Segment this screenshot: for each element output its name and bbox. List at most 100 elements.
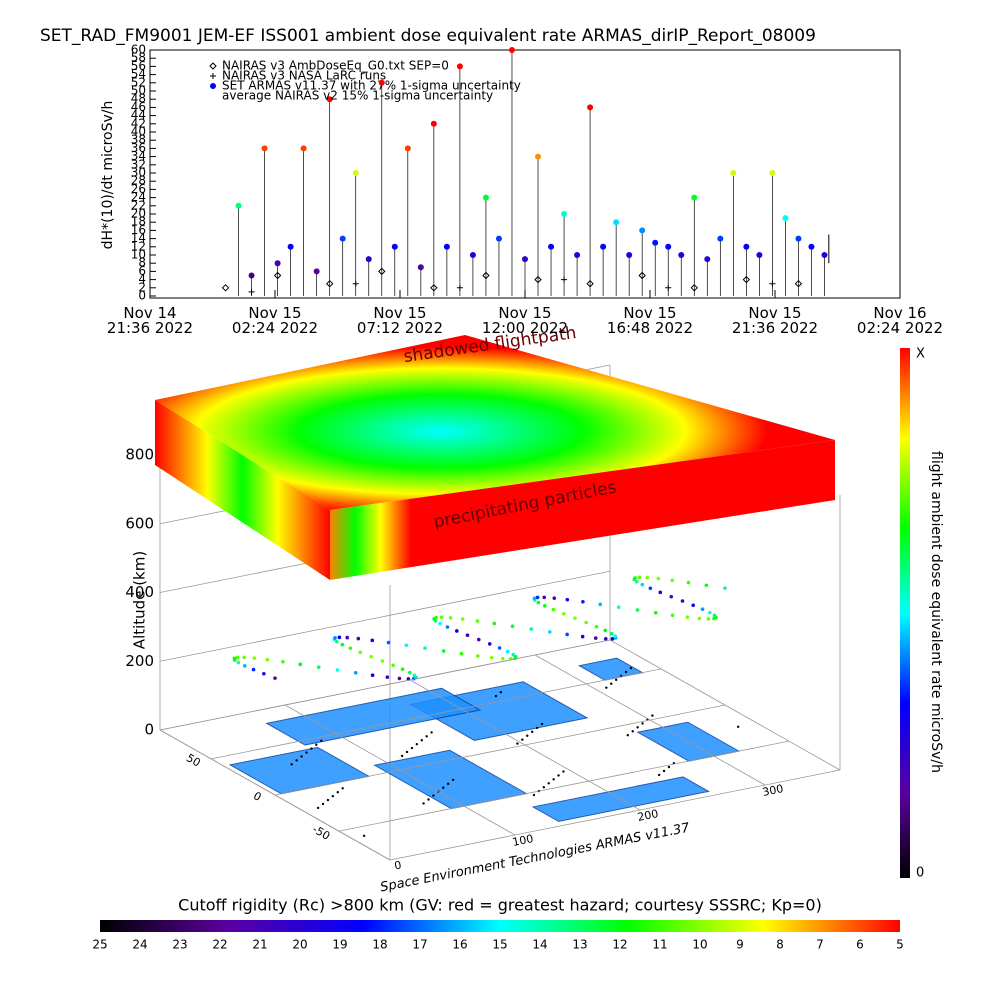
x-tick-label: 300 <box>761 782 784 799</box>
track-dot <box>626 733 630 737</box>
data-point <box>717 235 724 242</box>
y-tick-label: 14 <box>131 231 146 245</box>
track-dot <box>336 791 339 794</box>
flight-dot <box>603 637 608 641</box>
data-point <box>652 239 659 246</box>
flight-dot <box>609 631 614 636</box>
y-tick-label: 36 <box>131 141 146 155</box>
land <box>373 749 528 810</box>
colorbar-tick-label: 23 <box>172 938 187 952</box>
flight-dot <box>345 635 350 640</box>
track-dot <box>521 738 524 741</box>
flight-dot <box>669 594 674 599</box>
data-point <box>443 243 450 250</box>
colorbar-tick-label: 9 <box>736 938 744 952</box>
flight-dot <box>408 670 412 675</box>
flight-dot <box>691 603 695 608</box>
flight-dot <box>535 595 540 600</box>
flight-dot <box>232 656 237 661</box>
colorbar <box>900 348 910 878</box>
z-axis-label: Altitude (km) <box>131 551 149 649</box>
data-point <box>535 153 542 160</box>
colorbar-title: flight ambient dose equivalent rate micr… <box>928 451 944 773</box>
flight-dot <box>235 655 240 660</box>
flight-dot <box>637 575 642 580</box>
x-tick-label: Nov 15 12:00 2022 <box>481 304 569 337</box>
track-dot <box>530 730 534 734</box>
z-tick-label: 200 <box>125 652 154 670</box>
track-dot <box>532 793 536 797</box>
x-tick-label: Nov 14 21:36 2022 <box>106 304 194 337</box>
track-dot <box>432 794 435 797</box>
data-point <box>782 215 789 222</box>
data-point <box>743 243 750 250</box>
y-axis-label: dH*(10)/dt microSv/h <box>100 101 116 250</box>
track-dot <box>667 765 671 769</box>
z-tick-label: 400 <box>125 583 154 601</box>
data-point <box>561 211 568 217</box>
x-tick-label: Nov 15 07:12 2022 <box>356 304 444 337</box>
track-dot <box>420 739 423 742</box>
track-dot <box>624 670 628 674</box>
track-dot <box>535 726 539 730</box>
flight-dot <box>370 638 375 643</box>
colorbar-tick-label: 14 <box>532 938 547 952</box>
flight-dot <box>497 646 502 650</box>
data-point <box>404 145 411 152</box>
flight-dot <box>658 590 663 595</box>
flight-dot <box>648 586 653 591</box>
flight-dot <box>397 676 402 681</box>
colorbar-tick-label: 16 <box>452 938 467 952</box>
track-dot <box>415 742 419 746</box>
flight-dot <box>708 610 712 615</box>
y-tick-label: 50 <box>184 751 203 769</box>
track-dot <box>321 802 325 806</box>
track-dot <box>662 769 666 773</box>
flight-dot <box>510 624 515 629</box>
y-tick-label: 50 <box>131 84 146 98</box>
flight-dot <box>412 673 417 678</box>
flight-dot <box>353 671 358 675</box>
track-dot <box>320 739 323 742</box>
data-point <box>522 256 528 263</box>
y-tick-label: 34 <box>131 149 146 163</box>
land <box>228 746 371 795</box>
track-dot <box>362 834 366 838</box>
data-point <box>221 284 230 292</box>
flight-dot <box>475 619 480 623</box>
track-dot <box>341 787 344 790</box>
colorbar-tick-label: 12 <box>612 938 627 952</box>
slab-front <box>330 440 835 580</box>
track-dot <box>295 759 298 762</box>
y-tick-label: 52 <box>131 75 146 89</box>
flight-dot <box>536 600 541 605</box>
y-tick-label: 0 <box>251 789 264 804</box>
track-dot <box>494 694 498 698</box>
flight-dot <box>723 586 727 590</box>
track-dot <box>605 686 608 689</box>
track-dot <box>614 678 618 682</box>
flight-dot <box>511 652 516 657</box>
track-dot <box>499 690 503 694</box>
flight-dot <box>581 599 585 604</box>
track-dot <box>442 786 445 789</box>
flight-dot <box>700 607 705 612</box>
flight-dot <box>489 655 494 660</box>
track-dot <box>315 743 318 746</box>
track-dot <box>540 722 544 726</box>
data-point <box>704 256 711 263</box>
legend-label: average NAIRAS v2 15% 1-sigma uncertaint… <box>222 89 493 103</box>
flight-dot <box>513 655 518 659</box>
flight-dot <box>547 630 552 634</box>
track-dot <box>552 778 555 781</box>
y-tick-label: 30 <box>131 166 146 180</box>
flight-dot <box>298 662 303 667</box>
credit: Space Environment Technologies ARMAS v11… <box>379 820 692 895</box>
data-point <box>482 194 489 201</box>
flight-dot <box>573 616 577 620</box>
track-dot <box>427 798 430 801</box>
flight-dot <box>529 627 534 631</box>
slab-side <box>155 400 330 580</box>
flight-dot <box>252 656 257 660</box>
